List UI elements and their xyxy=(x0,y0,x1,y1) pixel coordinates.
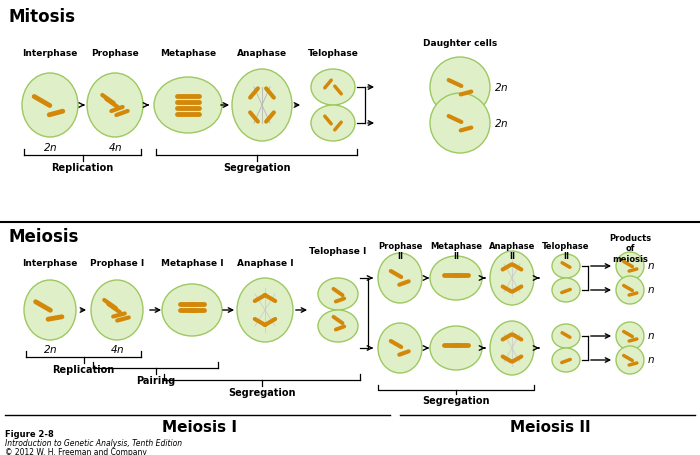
Ellipse shape xyxy=(232,69,292,141)
Text: Products
of
meiosis: Products of meiosis xyxy=(609,234,651,264)
Text: 2$n$: 2$n$ xyxy=(43,343,57,355)
Text: Segregation: Segregation xyxy=(422,396,490,406)
Ellipse shape xyxy=(490,321,534,375)
Ellipse shape xyxy=(430,93,490,153)
Ellipse shape xyxy=(430,256,482,300)
Text: Prophase
II: Prophase II xyxy=(378,242,422,262)
Text: Figure 2-8: Figure 2-8 xyxy=(5,430,54,439)
Text: Metaphase
II: Metaphase II xyxy=(430,242,482,262)
Text: Introduction to Genetic Analysis, Tenth Edition: Introduction to Genetic Analysis, Tenth … xyxy=(5,439,182,448)
Ellipse shape xyxy=(311,105,355,141)
Text: Replication: Replication xyxy=(52,365,115,375)
Ellipse shape xyxy=(616,252,644,280)
Text: Mitosis: Mitosis xyxy=(8,8,75,26)
Ellipse shape xyxy=(311,69,355,105)
Ellipse shape xyxy=(552,324,580,348)
Ellipse shape xyxy=(154,77,222,133)
Text: © 2012 W. H. Freeman and Company: © 2012 W. H. Freeman and Company xyxy=(5,448,147,455)
Text: 2$n$: 2$n$ xyxy=(494,81,508,93)
Ellipse shape xyxy=(22,73,78,137)
Text: Segregation: Segregation xyxy=(228,388,295,398)
Text: Anaphase
II: Anaphase II xyxy=(489,242,536,262)
Text: Meiosis II: Meiosis II xyxy=(510,420,590,435)
Ellipse shape xyxy=(430,57,490,117)
Ellipse shape xyxy=(552,278,580,302)
Text: Meiosis I: Meiosis I xyxy=(162,420,237,435)
Ellipse shape xyxy=(490,251,534,305)
Ellipse shape xyxy=(616,346,644,374)
Text: Daughter cells: Daughter cells xyxy=(423,39,497,48)
Text: Telophase
II: Telophase II xyxy=(542,242,589,262)
Text: Interphase: Interphase xyxy=(22,259,78,268)
Text: Prophase: Prophase xyxy=(91,49,139,58)
Ellipse shape xyxy=(378,253,422,303)
Text: Anaphase: Anaphase xyxy=(237,49,287,58)
Text: Telophase I: Telophase I xyxy=(309,247,367,256)
Ellipse shape xyxy=(552,254,580,278)
Text: Metaphase I: Metaphase I xyxy=(161,259,223,268)
Text: Prophase I: Prophase I xyxy=(90,259,144,268)
Ellipse shape xyxy=(552,348,580,372)
Text: Segregation: Segregation xyxy=(223,163,290,173)
Text: Replication: Replication xyxy=(51,163,113,173)
Ellipse shape xyxy=(430,326,482,370)
Text: $n$: $n$ xyxy=(647,261,655,271)
Text: Interphase: Interphase xyxy=(22,49,78,58)
Text: Telophase: Telophase xyxy=(307,49,358,58)
Text: $n$: $n$ xyxy=(647,331,655,341)
Text: 2$n$: 2$n$ xyxy=(494,117,508,129)
Text: Meiosis: Meiosis xyxy=(8,228,78,246)
Ellipse shape xyxy=(616,322,644,350)
Text: 4$n$: 4$n$ xyxy=(108,141,122,153)
Ellipse shape xyxy=(162,284,222,336)
Ellipse shape xyxy=(237,278,293,342)
Text: $n$: $n$ xyxy=(647,285,655,295)
Text: 4$n$: 4$n$ xyxy=(110,343,124,355)
Ellipse shape xyxy=(91,280,143,340)
Text: Metaphase: Metaphase xyxy=(160,49,216,58)
Text: $n$: $n$ xyxy=(647,355,655,365)
Text: 2$n$: 2$n$ xyxy=(43,141,57,153)
Ellipse shape xyxy=(378,323,422,373)
Text: Pairing: Pairing xyxy=(136,376,175,386)
Ellipse shape xyxy=(318,278,358,310)
Ellipse shape xyxy=(24,280,76,340)
Text: Anaphase I: Anaphase I xyxy=(237,259,293,268)
Ellipse shape xyxy=(87,73,143,137)
Ellipse shape xyxy=(616,276,644,304)
Ellipse shape xyxy=(318,310,358,342)
